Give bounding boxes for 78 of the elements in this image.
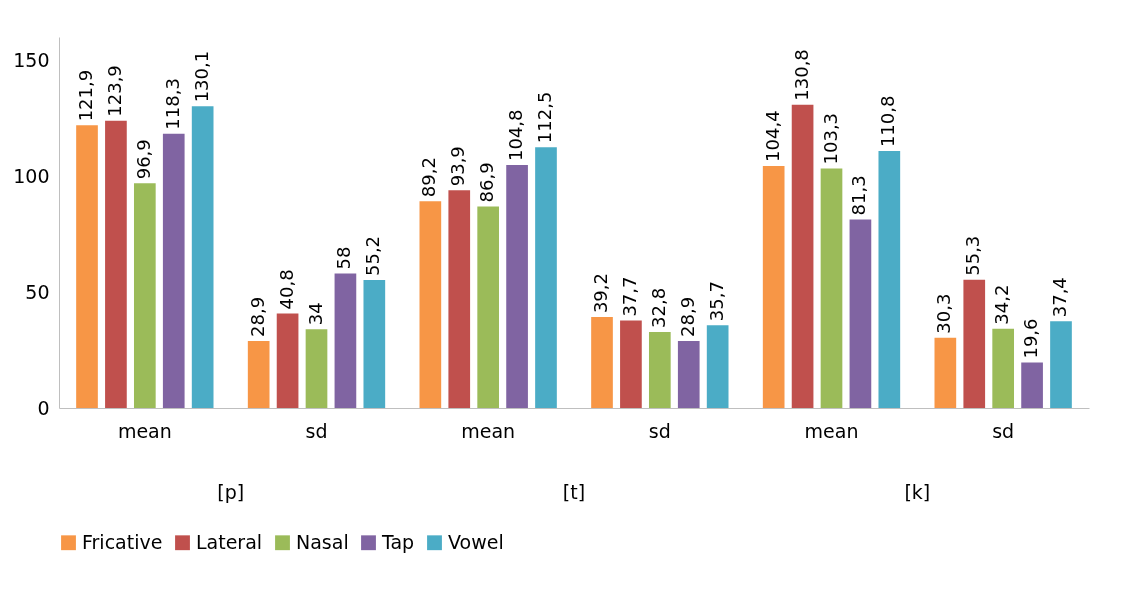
data-label: 28,9 bbox=[676, 296, 698, 337]
bar bbox=[677, 340, 700, 408]
text: [p] bbox=[217, 481, 245, 503]
bar bbox=[334, 273, 357, 408]
data-label: 32,8 bbox=[647, 287, 669, 328]
x-tick-label: mean bbox=[804, 419, 859, 442]
bar bbox=[849, 219, 872, 408]
data-label: 123,9 bbox=[103, 65, 125, 117]
y-tick-label: 0 bbox=[37, 396, 50, 419]
data-label: 112,5 bbox=[533, 91, 555, 144]
bar bbox=[191, 106, 214, 408]
data-label: 55,2 bbox=[362, 235, 384, 277]
data-label: 96,9 bbox=[132, 139, 154, 180]
bar bbox=[934, 337, 957, 408]
data-label: 35,7 bbox=[705, 281, 727, 322]
bar bbox=[963, 279, 986, 408]
bar bbox=[1050, 321, 1072, 408]
bar bbox=[992, 328, 1015, 408]
legend-label: Nasal bbox=[296, 530, 349, 553]
data-label: 103,3 bbox=[819, 112, 841, 165]
legend-label: Vowel bbox=[448, 530, 504, 553]
data-label: 121,9 bbox=[75, 69, 97, 122]
data-label: 118,3 bbox=[161, 78, 183, 130]
y-tick-label: 50 bbox=[25, 280, 50, 303]
data-label: 55,3 bbox=[962, 235, 984, 276]
data-label: 130,8 bbox=[790, 49, 812, 101]
bar bbox=[363, 280, 386, 408]
bar bbox=[591, 317, 613, 408]
bar bbox=[648, 331, 671, 408]
bar bbox=[620, 320, 642, 408]
bar bbox=[706, 325, 729, 408]
bar bbox=[419, 201, 442, 408]
data-label: 37,4 bbox=[1048, 277, 1070, 318]
y-tick-label: 100 bbox=[13, 164, 50, 187]
data-label: 86,9 bbox=[476, 162, 498, 203]
bar bbox=[535, 147, 557, 408]
bar bbox=[76, 125, 98, 408]
data-label: 34 bbox=[304, 302, 326, 326]
bar bbox=[477, 206, 500, 408]
data-label: 89,2 bbox=[418, 157, 440, 198]
bar bbox=[878, 151, 901, 408]
data-label: 39,2 bbox=[590, 273, 612, 314]
data-label: 34,2 bbox=[991, 284, 1013, 325]
data-label: 104,4 bbox=[761, 110, 783, 162]
bar bbox=[448, 190, 471, 408]
data-label: 93,9 bbox=[447, 146, 469, 187]
bar bbox=[506, 165, 528, 408]
bar bbox=[762, 165, 785, 408]
bar bbox=[105, 120, 127, 408]
legend-label: Lateral bbox=[196, 530, 263, 553]
data-label: 19,6 bbox=[1020, 318, 1042, 359]
bar bbox=[1021, 362, 1043, 408]
data-label: 130,1 bbox=[190, 50, 212, 103]
text: [t] bbox=[562, 481, 586, 503]
data-label: 28,9 bbox=[246, 296, 268, 337]
data-label: 40,8 bbox=[275, 269, 297, 310]
data-label: 81,3 bbox=[848, 175, 870, 216]
bar bbox=[820, 168, 843, 408]
y-tick-label: 150 bbox=[13, 48, 50, 71]
data-label: 58 bbox=[333, 246, 355, 270]
bar bbox=[133, 183, 156, 408]
bar bbox=[276, 313, 299, 408]
x-tick-label: sd bbox=[648, 419, 671, 442]
x-tick-label: mean bbox=[461, 419, 516, 442]
legend-label: Fricative bbox=[82, 530, 163, 553]
data-label: 30,3 bbox=[933, 293, 955, 334]
bar bbox=[791, 104, 814, 408]
bar bbox=[305, 329, 328, 408]
x-tick-label: sd bbox=[992, 419, 1015, 442]
bar bbox=[162, 133, 185, 408]
x-tick-label: mean bbox=[117, 419, 172, 442]
data-label: 104,8 bbox=[505, 109, 527, 161]
data-label: 37,7 bbox=[618, 276, 640, 317]
bar bbox=[247, 340, 270, 408]
legend-label: Tap bbox=[381, 530, 415, 553]
data-label: 110,8 bbox=[877, 95, 899, 148]
text: [k] bbox=[904, 481, 931, 503]
x-tick-label: sd bbox=[305, 419, 328, 442]
